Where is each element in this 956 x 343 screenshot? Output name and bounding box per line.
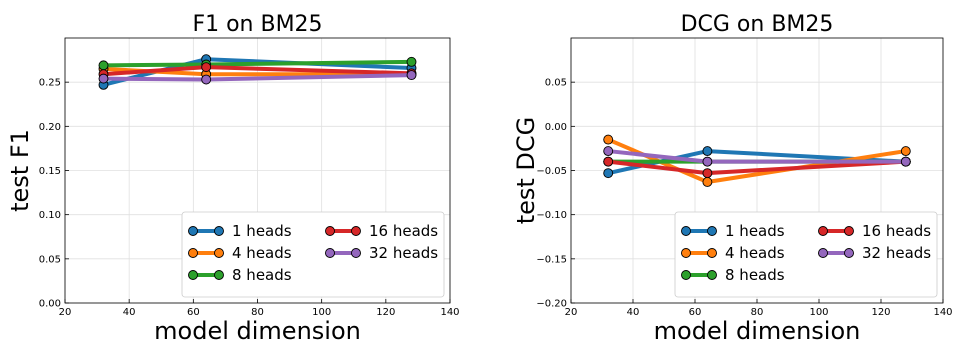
data-point xyxy=(900,146,911,157)
data-point xyxy=(603,146,614,157)
legend-marker xyxy=(707,226,717,236)
legend: 1 heads 4 heads 8 heads 16 heads 32 heads xyxy=(181,211,445,298)
legend-marker xyxy=(707,248,717,258)
y-tick-label: −0.05 xyxy=(536,166,567,177)
data-point xyxy=(603,134,614,145)
legend-marker xyxy=(681,226,691,236)
data-point xyxy=(702,168,713,179)
legend-marker xyxy=(681,270,691,280)
legend-entry: 8 heads xyxy=(188,266,292,284)
chart-f1: 20 40 60 80 100 120 140 0.00 0.05 0.10 0.15 0.20 0.2… xyxy=(6,12,460,343)
legend-marker xyxy=(325,248,335,258)
legend-label: 8 heads xyxy=(725,266,785,284)
series-32-heads xyxy=(603,146,911,167)
legend-label: 16 heads xyxy=(369,222,438,240)
x-tick-label: 60 xyxy=(187,307,200,318)
legend: 1 heads 4 heads 8 heads 16 heads 32 heads xyxy=(674,211,938,298)
series-32-heads xyxy=(98,70,417,85)
data-point xyxy=(702,177,713,187)
x-tick-label: 40 xyxy=(123,307,136,318)
legend-entry: 1 heads xyxy=(681,222,785,240)
legend-marker xyxy=(681,248,691,258)
y-axis-label: test DCG xyxy=(512,117,540,225)
y-tick-label: 0.05 xyxy=(39,254,61,265)
legend-label: 32 heads xyxy=(862,244,931,262)
x-tick-label: 120 xyxy=(376,307,395,318)
legend-marker xyxy=(325,226,335,236)
x-tick-label: 100 xyxy=(809,307,828,318)
x-tick-label: 140 xyxy=(933,307,952,318)
legend-marker xyxy=(351,226,361,236)
legend-entry: 1 heads xyxy=(188,222,292,240)
x-axis-label: model dimension xyxy=(154,317,361,343)
x-tick-label: 40 xyxy=(627,307,640,318)
x-tick-label: 100 xyxy=(312,307,331,318)
legend-frame xyxy=(181,211,445,298)
data-point xyxy=(98,60,109,71)
legend-label: 1 heads xyxy=(725,222,785,240)
legend-label: 1 heads xyxy=(232,222,292,240)
y-tick-label: −0.10 xyxy=(536,210,567,221)
legend-frame xyxy=(674,211,938,298)
legend-entry: 4 heads xyxy=(681,244,785,262)
legend-entry: 16 heads xyxy=(818,222,931,240)
y-tick-label: 0.25 xyxy=(39,78,61,89)
x-axis-label: model dimension xyxy=(654,317,861,343)
legend-label: 16 heads xyxy=(862,222,931,240)
legend-marker xyxy=(351,248,361,258)
legend-label: 32 heads xyxy=(369,244,438,262)
y-tick-label: 0.15 xyxy=(39,166,61,177)
legend-marker xyxy=(188,226,198,236)
y-tick-label: 0.05 xyxy=(545,78,567,89)
y-tick-label: −0.15 xyxy=(536,254,567,265)
y-tick-label: 0.00 xyxy=(545,122,567,133)
legend-marker xyxy=(844,226,854,236)
y-axis-label: test F1 xyxy=(6,129,34,212)
legend-entry: 32 heads xyxy=(818,244,931,262)
x-tick-label: 80 xyxy=(251,307,264,318)
legend-entry: 8 heads xyxy=(681,266,785,284)
legend-label: 4 heads xyxy=(725,244,785,262)
legend-entry: 32 heads xyxy=(325,244,438,262)
data-point xyxy=(98,73,109,84)
data-point xyxy=(603,156,614,167)
x-tick-label: 80 xyxy=(751,307,764,318)
x-tick-label: 20 xyxy=(565,307,578,318)
chart-dcg: 20 40 60 80 100 120 140 −0.20 −0.15 −0.10 −0.05 0.0… xyxy=(512,12,953,343)
chart-title: F1 on BM25 xyxy=(192,12,322,37)
data-point xyxy=(406,56,417,67)
x-tick-label: 140 xyxy=(440,307,459,318)
x-tick-label: 60 xyxy=(689,307,702,318)
data-point xyxy=(201,62,212,73)
y-tick-label: 0.00 xyxy=(39,299,61,310)
data-point xyxy=(900,156,911,167)
legend-marker xyxy=(818,226,828,236)
x-tick-label: 20 xyxy=(59,307,72,318)
chart-title: DCG on BM25 xyxy=(681,12,834,37)
legend-marker xyxy=(818,248,828,258)
legend-marker xyxy=(214,270,224,280)
data-point xyxy=(201,74,212,85)
legend-label: 4 heads xyxy=(232,244,292,262)
legend-entry: 4 heads xyxy=(188,244,292,262)
legend-entry: 16 heads xyxy=(325,222,438,240)
y-tick-label: −0.20 xyxy=(536,299,567,310)
y-tick-label: 0.10 xyxy=(39,210,61,221)
data-point xyxy=(406,70,417,81)
legend-marker xyxy=(844,248,854,258)
x-tick-label: 120 xyxy=(871,307,890,318)
data-point xyxy=(702,146,713,157)
legend-marker xyxy=(214,226,224,236)
legend-label: 8 heads xyxy=(232,266,292,284)
data-point xyxy=(702,156,713,167)
legend-marker xyxy=(188,248,198,258)
legend-marker xyxy=(707,270,717,280)
legend-marker xyxy=(214,248,224,258)
data-point xyxy=(603,168,614,179)
y-tick-label: 0.20 xyxy=(39,122,61,133)
legend-marker xyxy=(188,270,198,280)
